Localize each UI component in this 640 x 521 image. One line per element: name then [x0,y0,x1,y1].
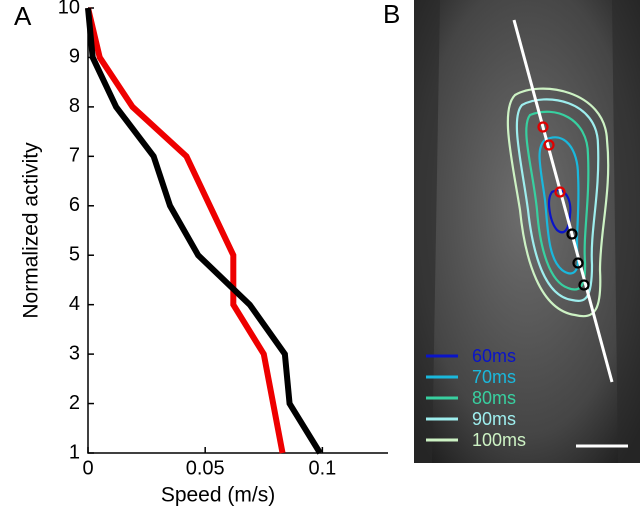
x-tick-label: 0.05 [186,457,225,479]
axes [87,8,388,454]
image-shade [612,0,640,463]
y-tick-label: 6 [69,194,80,216]
y-tick-label: 5 [69,244,80,266]
x-tick-label: 0 [82,457,93,479]
markers [537,121,590,291]
x-axis-label: Speed (m/s) [161,484,275,507]
y-tick-label: 1 [69,441,80,463]
legend-label: 60ms [472,346,516,366]
y-tick-label: 2 [69,392,80,414]
x-tick-label: 0.1 [308,457,336,479]
legend-label: 80ms [472,388,516,408]
panel-label: B [383,0,400,29]
panel-label: A [14,1,32,31]
y-tick-label: 4 [69,293,80,315]
y-axis-label: Normalized activity [20,142,43,319]
y-tick-label: 9 [69,46,80,68]
data-line [85,7,286,454]
axis-line [512,19,614,383]
image-shade [414,0,440,463]
legend-label: 100ms [472,430,526,450]
legend-label: 90ms [472,409,516,429]
y-tick-label: 10 [58,0,80,18]
y-tick-label: 3 [69,342,80,364]
legend-label: 70ms [472,367,516,387]
y-tick-label: 7 [69,145,80,167]
y-tick-label: 8 [69,95,80,117]
data-line [85,7,323,455]
